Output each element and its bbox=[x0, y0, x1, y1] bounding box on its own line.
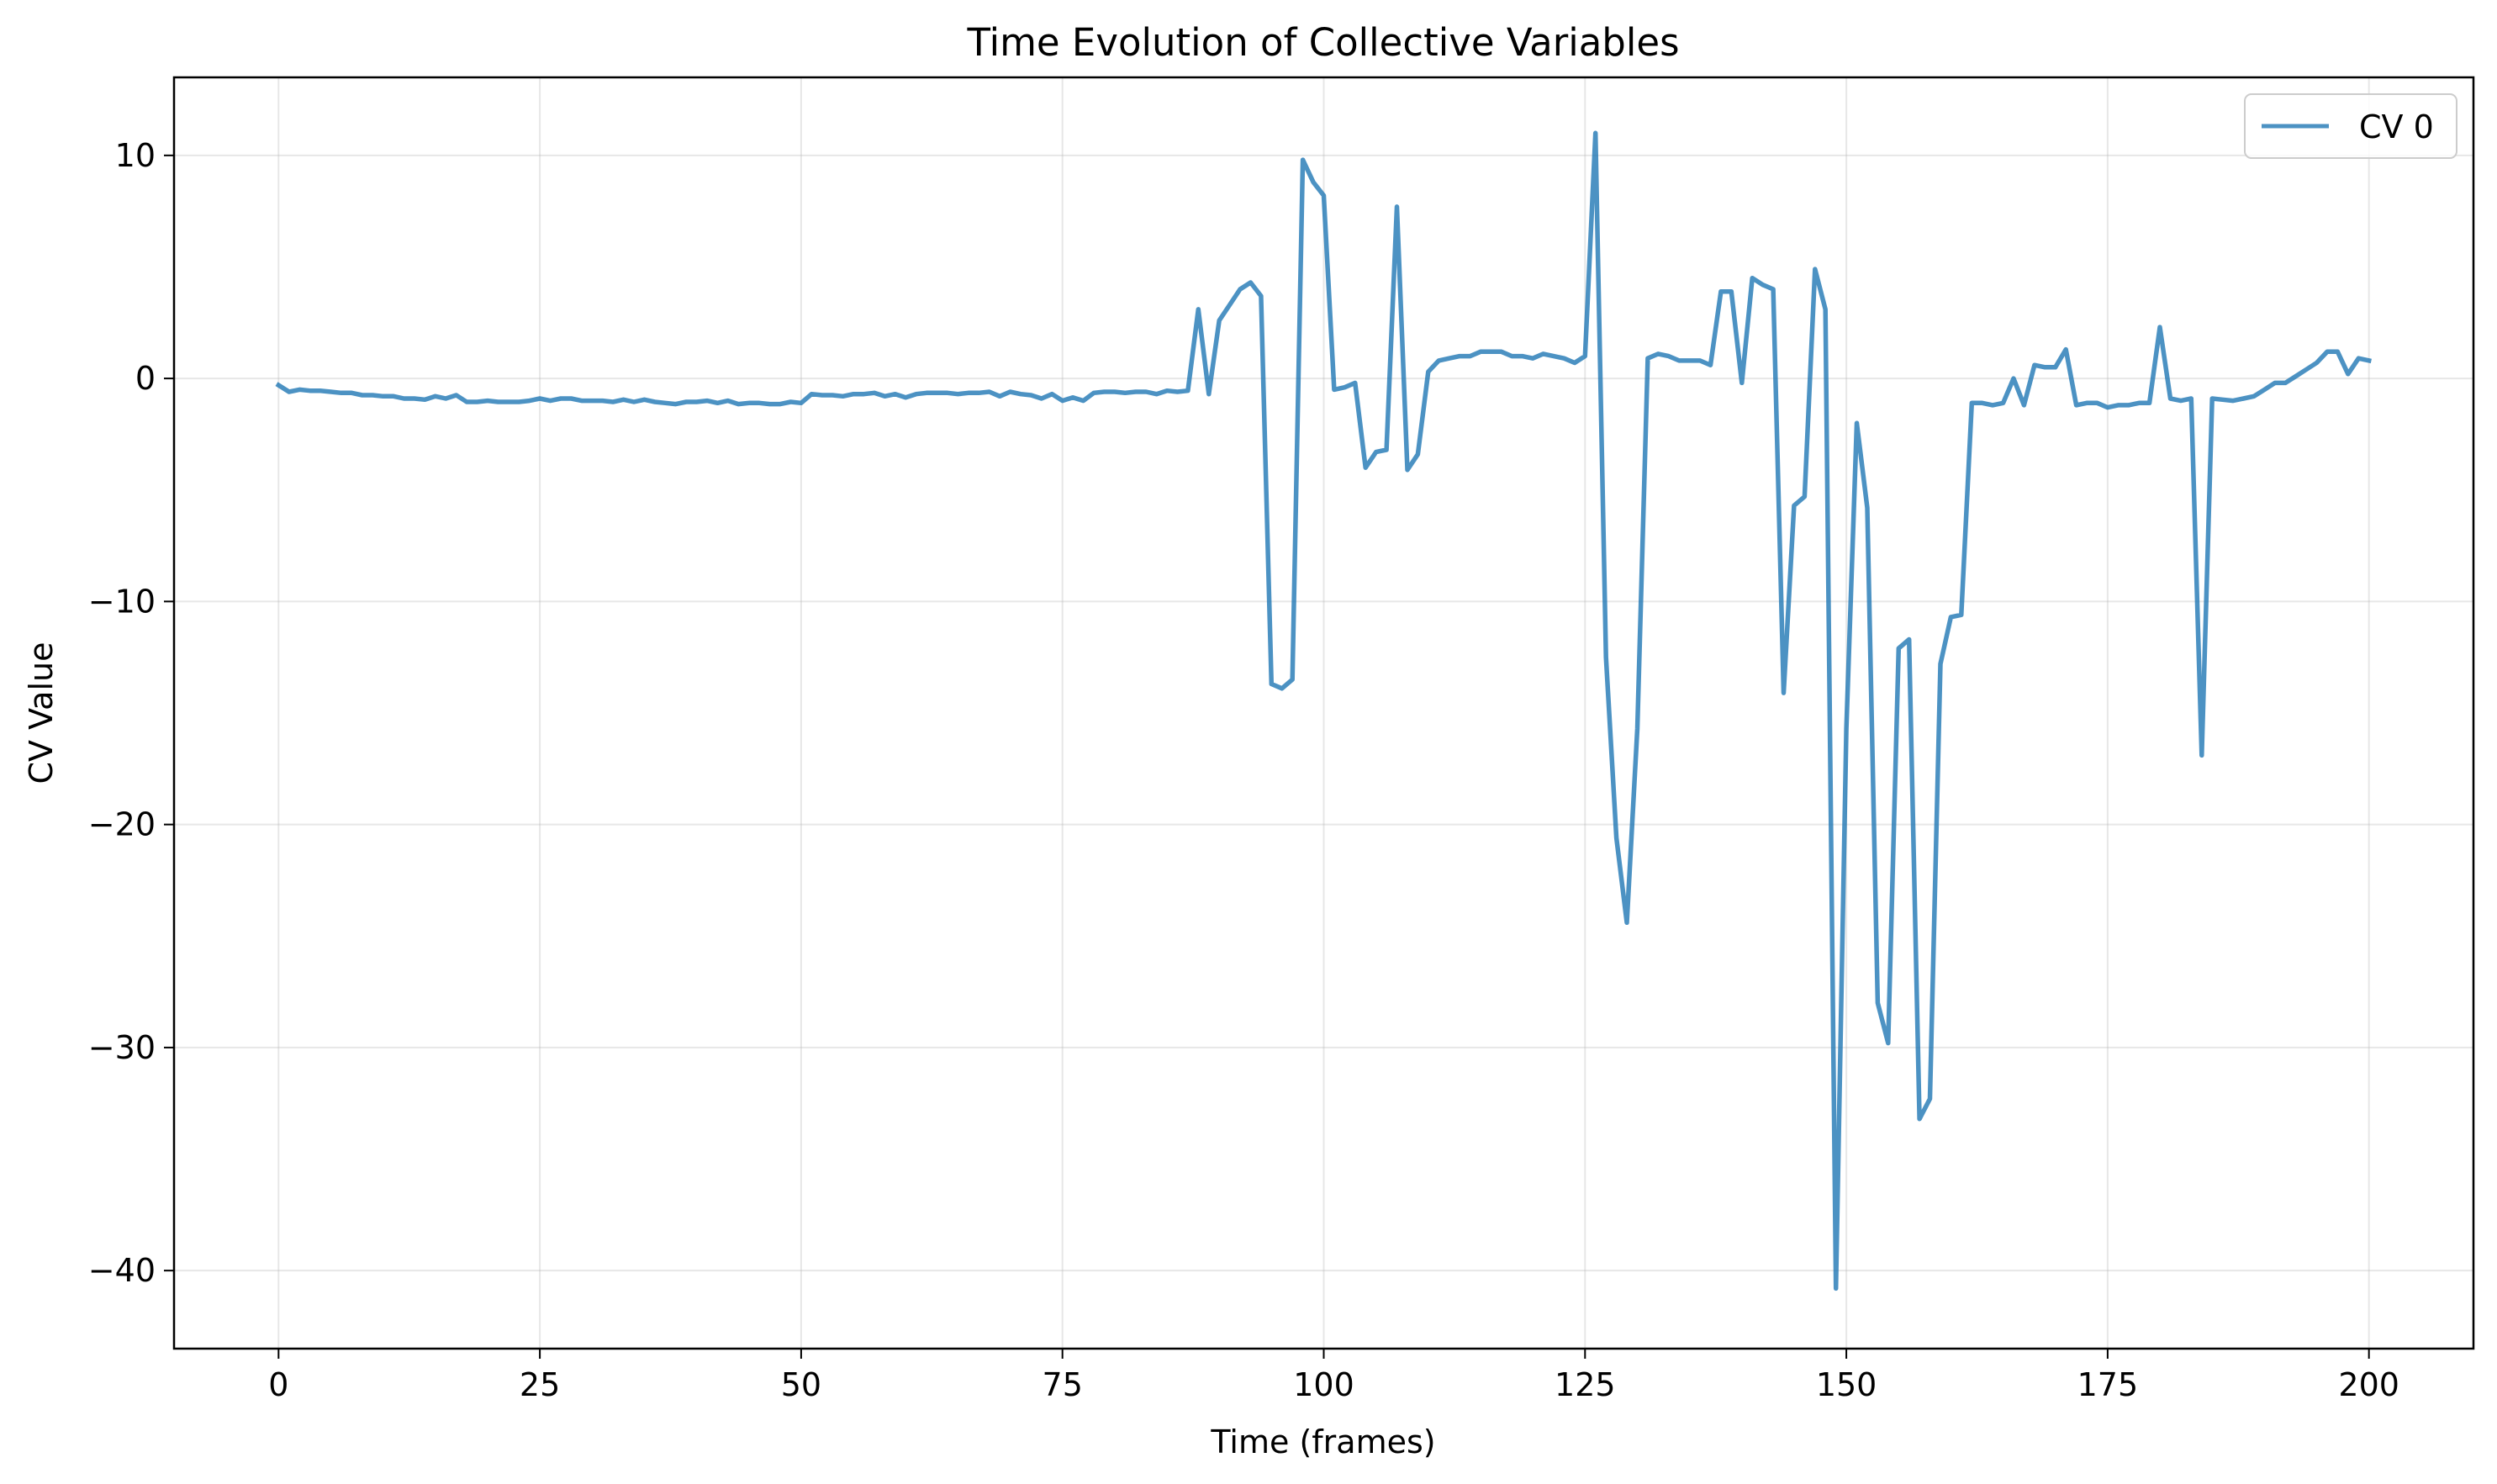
x-axis-label: Time (frames) bbox=[1210, 1423, 1435, 1460]
x-tick-label: 0 bbox=[268, 1366, 288, 1403]
y-tick-label: 0 bbox=[135, 360, 156, 397]
y-axis-label: CV Value bbox=[23, 642, 60, 784]
x-axis: 0 25 50 75 100 125 150 175 200 bbox=[268, 1349, 2399, 1403]
x-tick-label: 125 bbox=[1555, 1366, 1616, 1403]
x-tick-label: 150 bbox=[1816, 1366, 1877, 1403]
legend-box bbox=[2244, 93, 2457, 159]
y-tick-label: −30 bbox=[88, 1029, 156, 1066]
plot-area bbox=[275, 130, 2372, 1291]
legend: CV 0 bbox=[2244, 93, 2457, 159]
x-tick-label: 200 bbox=[2338, 1366, 2399, 1403]
x-tick-label: 75 bbox=[1043, 1366, 1083, 1403]
y-tick-label: 10 bbox=[115, 137, 156, 174]
y-tick-label: −40 bbox=[88, 1252, 156, 1289]
y-tick-label: −10 bbox=[88, 583, 156, 620]
x-tick-label: 100 bbox=[1293, 1366, 1354, 1403]
chart-title: Time Evolution of Collective Variables bbox=[966, 20, 1679, 65]
series-line-cv-0 bbox=[275, 130, 2372, 1291]
x-tick-label: 25 bbox=[520, 1366, 560, 1403]
grid bbox=[174, 77, 2473, 1349]
legend-label: CV 0 bbox=[2359, 108, 2434, 145]
y-axis: 10 0 −10 −20 −30 −40 bbox=[88, 137, 174, 1289]
y-tick-label: −20 bbox=[88, 806, 156, 843]
x-tick-label: 175 bbox=[2077, 1366, 2139, 1403]
x-tick-label: 50 bbox=[781, 1366, 821, 1403]
